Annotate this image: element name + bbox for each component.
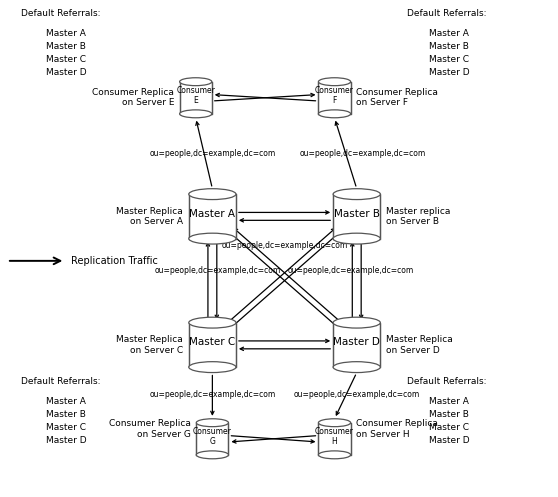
Ellipse shape xyxy=(189,233,236,244)
Text: Master Replica
on Server C: Master Replica on Server C xyxy=(117,335,183,354)
Text: Default Referrals:: Default Referrals: xyxy=(21,9,100,18)
Ellipse shape xyxy=(189,189,236,200)
Text: Consumer Replica
on Server G: Consumer Replica on Server G xyxy=(109,419,191,438)
Ellipse shape xyxy=(319,451,350,459)
Ellipse shape xyxy=(333,362,381,373)
Text: Default Referrals:: Default Referrals: xyxy=(407,9,486,18)
Text: Consumer Replica
on Server H: Consumer Replica on Server H xyxy=(356,419,438,438)
Ellipse shape xyxy=(333,317,381,328)
Ellipse shape xyxy=(180,110,212,118)
Bar xyxy=(319,423,350,455)
Text: Consumer
F: Consumer F xyxy=(315,85,354,105)
Text: Master B: Master B xyxy=(334,209,380,219)
Text: ou=people,dc=example,dc=com: ou=people,dc=example,dc=com xyxy=(299,150,425,159)
Text: Consumer
E: Consumer E xyxy=(176,85,215,105)
Bar xyxy=(180,82,212,114)
Text: Master D: Master D xyxy=(333,337,380,347)
Text: Replication Traffic: Replication Traffic xyxy=(71,256,158,266)
Text: Master A
Master B
Master C
Master D: Master A Master B Master C Master D xyxy=(429,397,469,445)
Text: Master replica
on Server B: Master replica on Server B xyxy=(386,207,450,226)
Text: Master A
Master B
Master C
Master D: Master A Master B Master C Master D xyxy=(46,28,86,77)
Text: ou=people,dc=example,dc=com: ou=people,dc=example,dc=com xyxy=(149,391,276,400)
Text: Consumer Replica
on Server E: Consumer Replica on Server E xyxy=(92,88,174,107)
Ellipse shape xyxy=(196,419,228,426)
Ellipse shape xyxy=(189,362,236,373)
Text: ou=people,dc=example,dc=com: ou=people,dc=example,dc=com xyxy=(294,391,420,400)
Bar xyxy=(189,323,236,367)
Text: Consumer Replica
on Server F: Consumer Replica on Server F xyxy=(356,88,438,107)
Bar xyxy=(196,423,228,455)
Bar xyxy=(189,194,236,239)
Text: Default Referrals:: Default Referrals: xyxy=(407,377,486,386)
Text: ou=people,dc=example,dc=com: ou=people,dc=example,dc=com xyxy=(222,241,348,250)
Ellipse shape xyxy=(319,419,350,426)
Text: Master Replica
on Server A: Master Replica on Server A xyxy=(117,207,183,226)
Text: Master C: Master C xyxy=(189,337,235,347)
Bar xyxy=(333,194,381,239)
Ellipse shape xyxy=(189,317,236,328)
Ellipse shape xyxy=(319,78,350,85)
Bar xyxy=(319,82,350,114)
Ellipse shape xyxy=(196,451,228,459)
Text: Default Referrals:: Default Referrals: xyxy=(21,377,100,386)
Text: Master A
Master B
Master C
Master D: Master A Master B Master C Master D xyxy=(429,28,469,77)
Text: Master A
Master B
Master C
Master D: Master A Master B Master C Master D xyxy=(46,397,86,445)
Ellipse shape xyxy=(333,189,381,200)
Text: ou=people,dc=example,dc=com: ou=people,dc=example,dc=com xyxy=(288,266,414,275)
Text: Consumer
H: Consumer H xyxy=(315,426,354,446)
Ellipse shape xyxy=(180,78,212,85)
Text: Consumer
G: Consumer G xyxy=(193,426,232,446)
Text: Master Replica
on Server D: Master Replica on Server D xyxy=(386,335,453,354)
Text: ou=people,dc=example,dc=com: ou=people,dc=example,dc=com xyxy=(155,266,281,275)
Ellipse shape xyxy=(319,110,350,118)
Text: Master A: Master A xyxy=(189,209,235,219)
Text: ou=people,dc=example,dc=com: ou=people,dc=example,dc=com xyxy=(149,150,276,159)
Bar xyxy=(333,323,381,367)
Ellipse shape xyxy=(333,233,381,244)
